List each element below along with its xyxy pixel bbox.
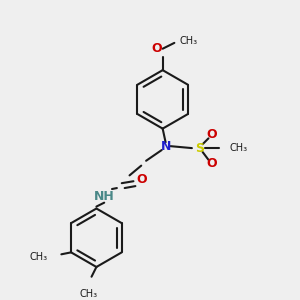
Text: CH₃: CH₃: [80, 290, 98, 299]
Text: CH₃: CH₃: [179, 36, 197, 46]
Text: CH₃: CH₃: [30, 252, 48, 262]
Text: O: O: [206, 128, 217, 141]
Text: S: S: [195, 142, 204, 154]
Text: NH: NH: [94, 190, 115, 203]
Text: O: O: [206, 157, 217, 170]
Text: N: N: [160, 140, 171, 153]
Text: O: O: [136, 173, 146, 186]
Text: O: O: [152, 42, 162, 55]
Text: CH₃: CH₃: [230, 143, 248, 153]
